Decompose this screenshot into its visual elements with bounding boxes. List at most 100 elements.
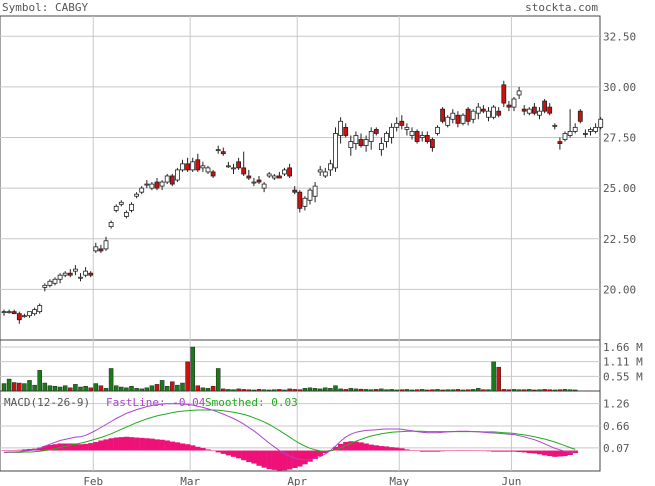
macd-histogram-bar <box>322 450 329 454</box>
site-name: stockta.com <box>525 1 598 14</box>
candle-body <box>348 141 354 149</box>
candle-body <box>521 108 527 112</box>
macd-histogram-bar <box>276 450 283 471</box>
candle-body <box>124 212 129 217</box>
volume-bar <box>547 389 552 392</box>
macd-histogram-bar <box>37 447 43 451</box>
volume-bar <box>348 388 354 392</box>
candle-body <box>73 268 78 272</box>
volume-panel <box>0 339 601 392</box>
macd-histogram-bar <box>144 438 150 451</box>
volume-bar <box>552 389 558 392</box>
volume-bar <box>170 381 175 392</box>
volume-bar <box>343 389 348 392</box>
macd-histogram-bar <box>190 445 196 451</box>
volume-bar <box>6 378 12 392</box>
candle-body <box>276 175 282 179</box>
macd-plot <box>1 403 578 471</box>
candle-body <box>475 106 481 114</box>
volume-bar <box>62 385 68 392</box>
volume-bar <box>98 385 104 392</box>
candle-body <box>118 201 124 205</box>
volume-bar <box>236 388 241 392</box>
volume-bar <box>567 389 573 392</box>
macd-histogram-bar <box>399 448 405 451</box>
candle-body <box>174 169 180 181</box>
candle-body <box>501 84 507 104</box>
candle-body <box>516 90 522 96</box>
macd-histogram-bar <box>373 445 380 451</box>
volume-bar <box>307 387 313 392</box>
macd-histogram-bar <box>230 450 237 457</box>
macd-histogram-bar <box>134 437 140 451</box>
macd-histogram-bar <box>332 446 339 451</box>
macd-histogram-bar <box>363 443 369 451</box>
volume-bar <box>210 385 216 392</box>
volume-bar <box>404 389 410 392</box>
macd-histogram-bar <box>256 450 262 466</box>
macd-histogram-bar <box>215 450 221 453</box>
volume-tick-label: 1.11 M <box>603 356 643 369</box>
candle-body <box>292 189 298 193</box>
candle-body <box>180 163 185 171</box>
macd-histogram-bar <box>434 450 441 452</box>
volume-bar <box>445 389 450 392</box>
macd-histogram-bar <box>220 450 227 454</box>
candle-body <box>210 171 216 177</box>
volume-bar <box>103 388 109 392</box>
candle-body <box>190 161 196 171</box>
macd-histogram-bar <box>225 450 232 456</box>
macd-histogram-bar <box>52 444 58 451</box>
volume-bar <box>272 389 277 392</box>
volume-bar <box>440 389 445 392</box>
y-tick-labels: 20.00 22.50 25.00 27.50 30.00 32.50 0.55 M1.11… <box>603 30 643 455</box>
macd-histogram-bar <box>389 447 395 451</box>
macd-histogram-bar <box>200 447 206 451</box>
candles <box>1 80 604 324</box>
price-panel <box>0 15 601 341</box>
candle-body <box>588 128 593 132</box>
volume-bar <box>292 389 297 392</box>
macd-histogram-bar <box>429 450 436 452</box>
macd-histogram-bar <box>317 450 323 457</box>
macd-histogram-bar <box>251 450 257 464</box>
candle-body <box>149 183 155 189</box>
candle-body <box>215 149 221 152</box>
candle-body <box>251 181 257 184</box>
candle-body <box>358 139 364 146</box>
macd-histogram-bar <box>266 450 272 470</box>
macd-histogram-bar <box>475 450 482 452</box>
volume-bar <box>144 387 150 392</box>
volume-bar <box>205 388 211 392</box>
volume-bar <box>511 389 517 392</box>
volume-bar <box>93 383 99 392</box>
macd-histogram-bar <box>113 437 119 451</box>
candle-body <box>256 179 262 183</box>
macd-histogram-bar <box>67 443 74 451</box>
volume-bar <box>17 382 22 392</box>
macd-fast-line <box>3 403 576 461</box>
candle-body <box>577 110 583 122</box>
volume-bar <box>537 389 542 392</box>
volume-tick-label: 1.66 M <box>603 341 643 354</box>
macd-histogram-bar <box>241 450 247 461</box>
candle-body <box>205 167 211 173</box>
volume-bar <box>572 389 578 392</box>
candle-body <box>460 114 466 124</box>
candle-body <box>225 165 231 168</box>
candle-body <box>317 169 323 173</box>
candle-body <box>220 151 226 155</box>
volume-bar <box>134 388 139 392</box>
macd-histogram-bar <box>271 450 278 470</box>
macd-histogram-bar <box>21 449 28 451</box>
macd-tick-label: 0.07 <box>603 442 630 455</box>
volume-bar <box>399 389 405 392</box>
candle-body <box>139 187 145 193</box>
candle-body <box>567 131 573 136</box>
macd-histogram-bar <box>491 450 497 452</box>
volume-bar <box>73 384 78 392</box>
candle-body <box>231 167 236 170</box>
candle-body <box>103 240 109 250</box>
candle-body <box>486 110 491 118</box>
